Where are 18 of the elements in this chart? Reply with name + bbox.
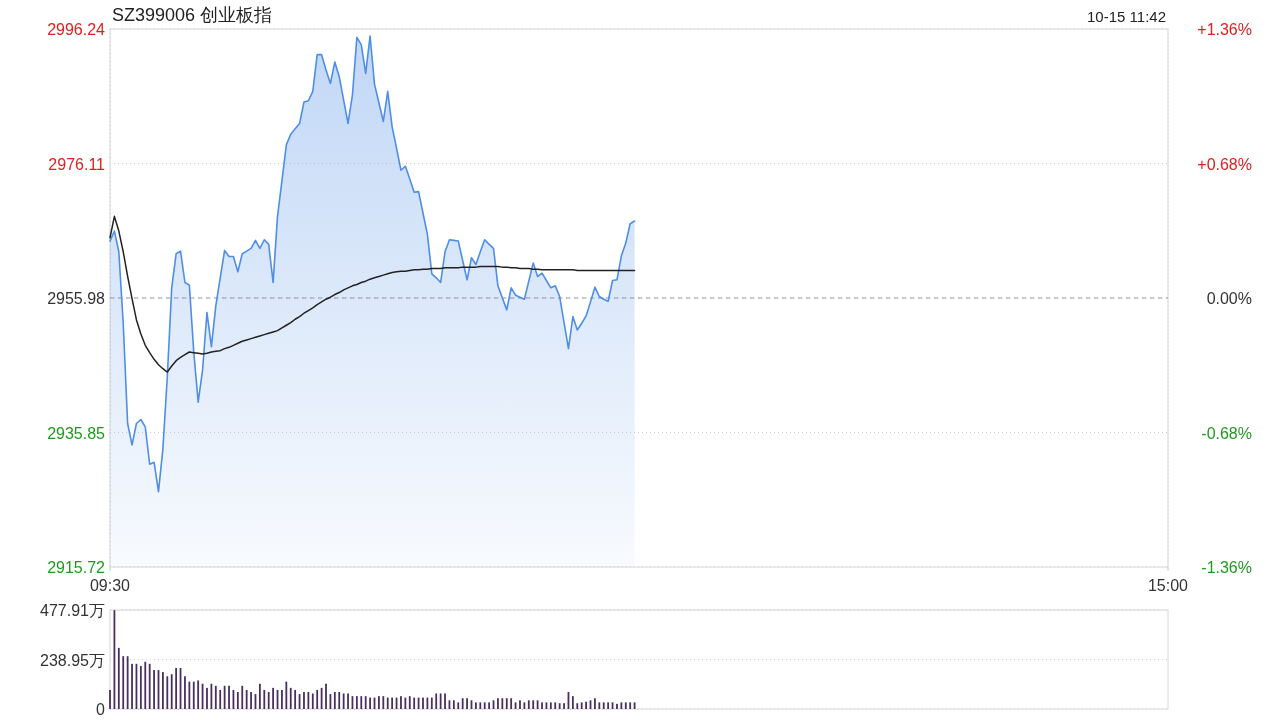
chart-subtitle: 10-15 11:42: [1087, 8, 1166, 25]
y2-tick-label: -1.36%: [1201, 559, 1252, 576]
y2-tick-label: +1.36%: [1197, 21, 1252, 38]
x-tick-label: 09:30: [89, 577, 131, 594]
y-tick-label: 2915.72: [47, 559, 106, 576]
y2-tick-label: +0.68%: [1197, 155, 1252, 173]
y-tick-label: 2976.11: [48, 155, 106, 173]
y2-tick-label: 0.00%: [1206, 290, 1252, 307]
y-tick-label: 0: [96, 701, 106, 718]
y-tick-label: 238.95万: [40, 651, 105, 669]
x-tick-label: 15:00: [1147, 577, 1189, 594]
line-series: [109, 215, 636, 373]
y-tick-label: 2935.85: [47, 424, 106, 442]
y-tick-label: 477.91万: [40, 602, 105, 619]
y-tick-label: 2996.24: [47, 21, 106, 38]
y2-tick-label: -0.68%: [1201, 424, 1252, 442]
chart-title: SZ399006 创业板指: [112, 5, 273, 25]
y-tick-label: 2955.98: [47, 290, 106, 307]
